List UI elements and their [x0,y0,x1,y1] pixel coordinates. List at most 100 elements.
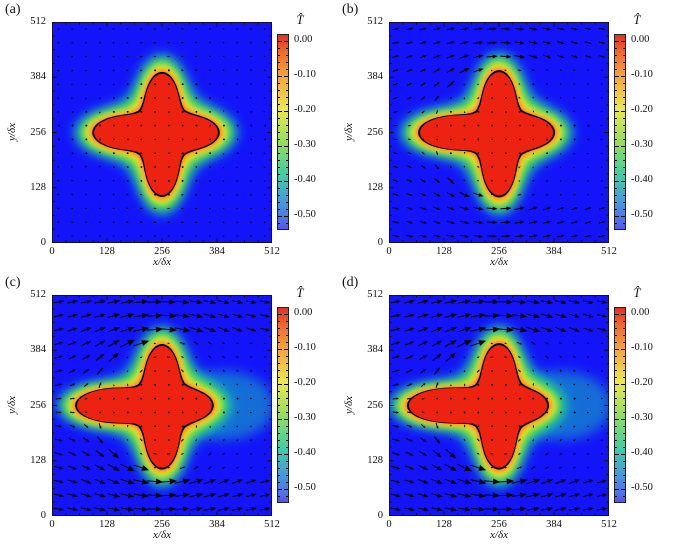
x-tick-label: 128 [436,519,452,530]
colorbar-tick [286,356,288,357]
colorbar-tick [615,426,617,427]
colorbar-tick [615,104,617,105]
y-tick-label: 384 [30,344,46,356]
colorbar-tick [286,174,288,175]
colorbar-tick [623,391,625,392]
colorbar-tick [623,398,625,399]
colorbar-tick [623,69,625,70]
colorbar-tick [286,153,288,154]
colorbar-tick [286,377,288,378]
colorbar-tick [621,181,625,182]
colorbar-tick [623,132,625,133]
colorbar-tick [615,321,617,322]
colorbar-tick [615,48,617,49]
x-axis-label: x/δx [490,256,508,268]
colorbar-tick [286,195,288,196]
colorbar-tick [278,69,280,70]
colorbar-tick [623,440,625,441]
y-tick-label: 128 [30,181,46,193]
colorbar-tick [623,482,625,483]
colorbar-tick [286,426,288,427]
colorbar-tick-label: -0.40 [294,447,316,458]
colorbar-tick [615,440,617,441]
colorbar-tick [278,433,280,434]
colorbar-tick [615,118,617,119]
colorbar-tick [286,202,288,203]
colorbar-tick [621,41,625,42]
colorbar-tick [278,391,280,392]
panel-label: (b) [342,2,359,17]
colorbar-tick [615,153,617,154]
colorbar-tick [623,370,625,371]
colorbar-tick [278,48,280,49]
colorbar-tick [615,41,619,42]
colorbar-tick [278,216,282,217]
colorbar-tick [615,405,617,406]
colorbar-tick [615,188,617,189]
x-tick-label: 512 [264,246,280,257]
colorbar-tick [286,433,288,434]
panel: (d) y/δx x/δx T̂ 0 128 256 384 512 0 128 256 384… [337,273,674,546]
colorbar-tick [286,496,288,497]
x-tick-label: 384 [209,246,225,257]
colorbar-tick [615,384,619,385]
colorbar-tick [278,146,282,147]
y-tick-label: 128 [367,181,383,193]
colorbar-tick-label: -0.10 [294,69,316,80]
colorbar-tick [286,62,288,63]
colorbar-tick [615,223,617,224]
colorbar-tick [623,363,625,364]
heatmap-plot [389,295,609,516]
colorbar-tick [623,433,625,434]
colorbar-tick [615,328,617,329]
colorbar-tick [623,342,625,343]
x-tick-label: 128 [436,246,452,257]
y-tick-label: 512 [367,16,383,27]
colorbar-tick-label: -0.30 [631,412,653,423]
colorbar-tick [286,412,288,413]
colorbar-tick-label: -0.40 [294,174,316,185]
colorbar-tick [278,363,280,364]
colorbar-tick [284,111,288,112]
colorbar-tick [621,384,625,385]
colorbar-tick [615,377,617,378]
panel: (a) y/δx x/δx T̂ 0 128 256 384 512 0 128 256 384… [0,0,337,273]
colorbar-tick [278,132,280,133]
colorbar-tick-label: -0.50 [294,482,316,493]
colorbar-tick [615,181,619,182]
colorbar-tick [615,216,619,217]
colorbar-tick [286,125,288,126]
colorbar-tick [286,405,288,406]
colorbar-tick [286,160,288,161]
colorbar-tick [278,62,280,63]
colorbar-tick [278,328,280,329]
colorbar-tick [621,111,625,112]
colorbar-tick [615,398,617,399]
colorbar-tick-label: 0.00 [631,34,650,45]
colorbar-tick [278,468,280,469]
colorbar-tick [623,195,625,196]
colorbar-tick [615,76,619,77]
colorbar-tick [623,55,625,56]
colorbar-tick [615,482,617,483]
colorbar-tick-label: -0.40 [631,174,653,185]
colorbar-tick [615,90,617,91]
colorbar-tick [286,97,288,98]
colorbar-tick [278,447,280,448]
colorbar-tick-label: -0.30 [294,412,316,423]
colorbar-tick [284,489,288,490]
colorbar-tick [623,426,625,427]
colorbar-tick [615,209,617,210]
colorbar-tick [278,118,280,119]
colorbar-tick [286,132,288,133]
colorbar-tick [615,391,617,392]
colorbar-tick [623,48,625,49]
colorbar-tick [286,342,288,343]
colorbar-tick [278,111,282,112]
colorbar-tick [284,41,288,42]
colorbar-tick-label: -0.20 [631,377,653,388]
colorbar-tick [278,398,280,399]
colorbar-tick [278,419,282,420]
colorbar-tick [615,167,617,168]
colorbar-tick-label: -0.10 [294,342,316,353]
